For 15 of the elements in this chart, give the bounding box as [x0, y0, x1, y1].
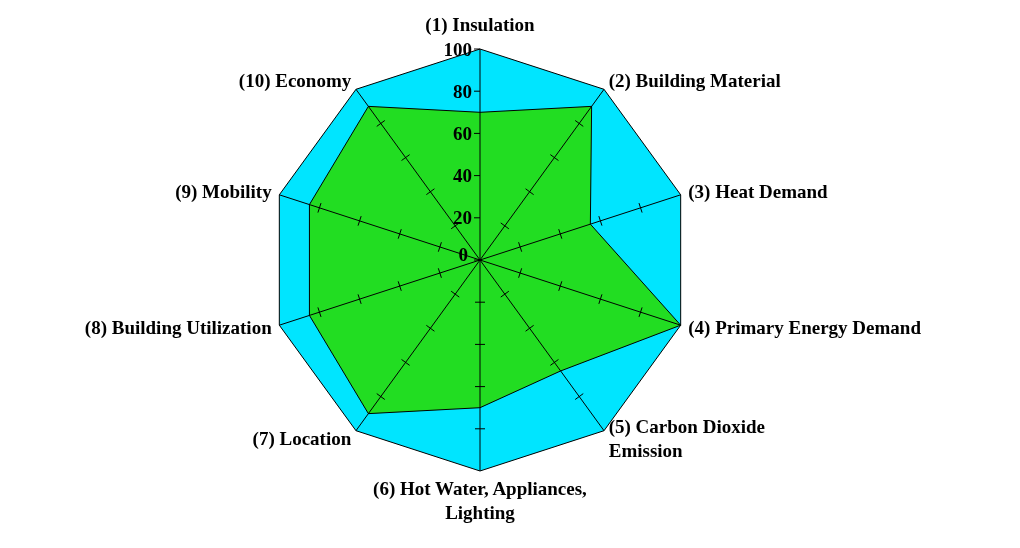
spoke-label: (6) Hot Water, Appliances, Lighting	[373, 478, 588, 523]
spoke-label: (2) Building Material	[608, 70, 781, 93]
spoke-label: (1) Insulation	[425, 14, 536, 36]
spoke-label: (10) Economy	[238, 70, 352, 93]
spoke-label: (7) Location	[252, 427, 352, 450]
spoke-label: (3) Heat Demand	[688, 180, 829, 203]
spoke-label: (4) Primary Energy Demand	[688, 317, 922, 340]
spoke-label: (8) Building Utilization	[84, 317, 273, 340]
spoke-label: (5) Carbon Dioxide Emission	[608, 415, 765, 461]
y-tick-label: 100	[443, 38, 472, 60]
y-tick-label: 20	[453, 207, 472, 229]
spoke-label: (9) Mobility	[175, 180, 273, 203]
y-tick-label: 40	[453, 165, 472, 187]
y-tick-label: 80	[453, 80, 472, 102]
y-tick-label: 60	[453, 123, 472, 145]
